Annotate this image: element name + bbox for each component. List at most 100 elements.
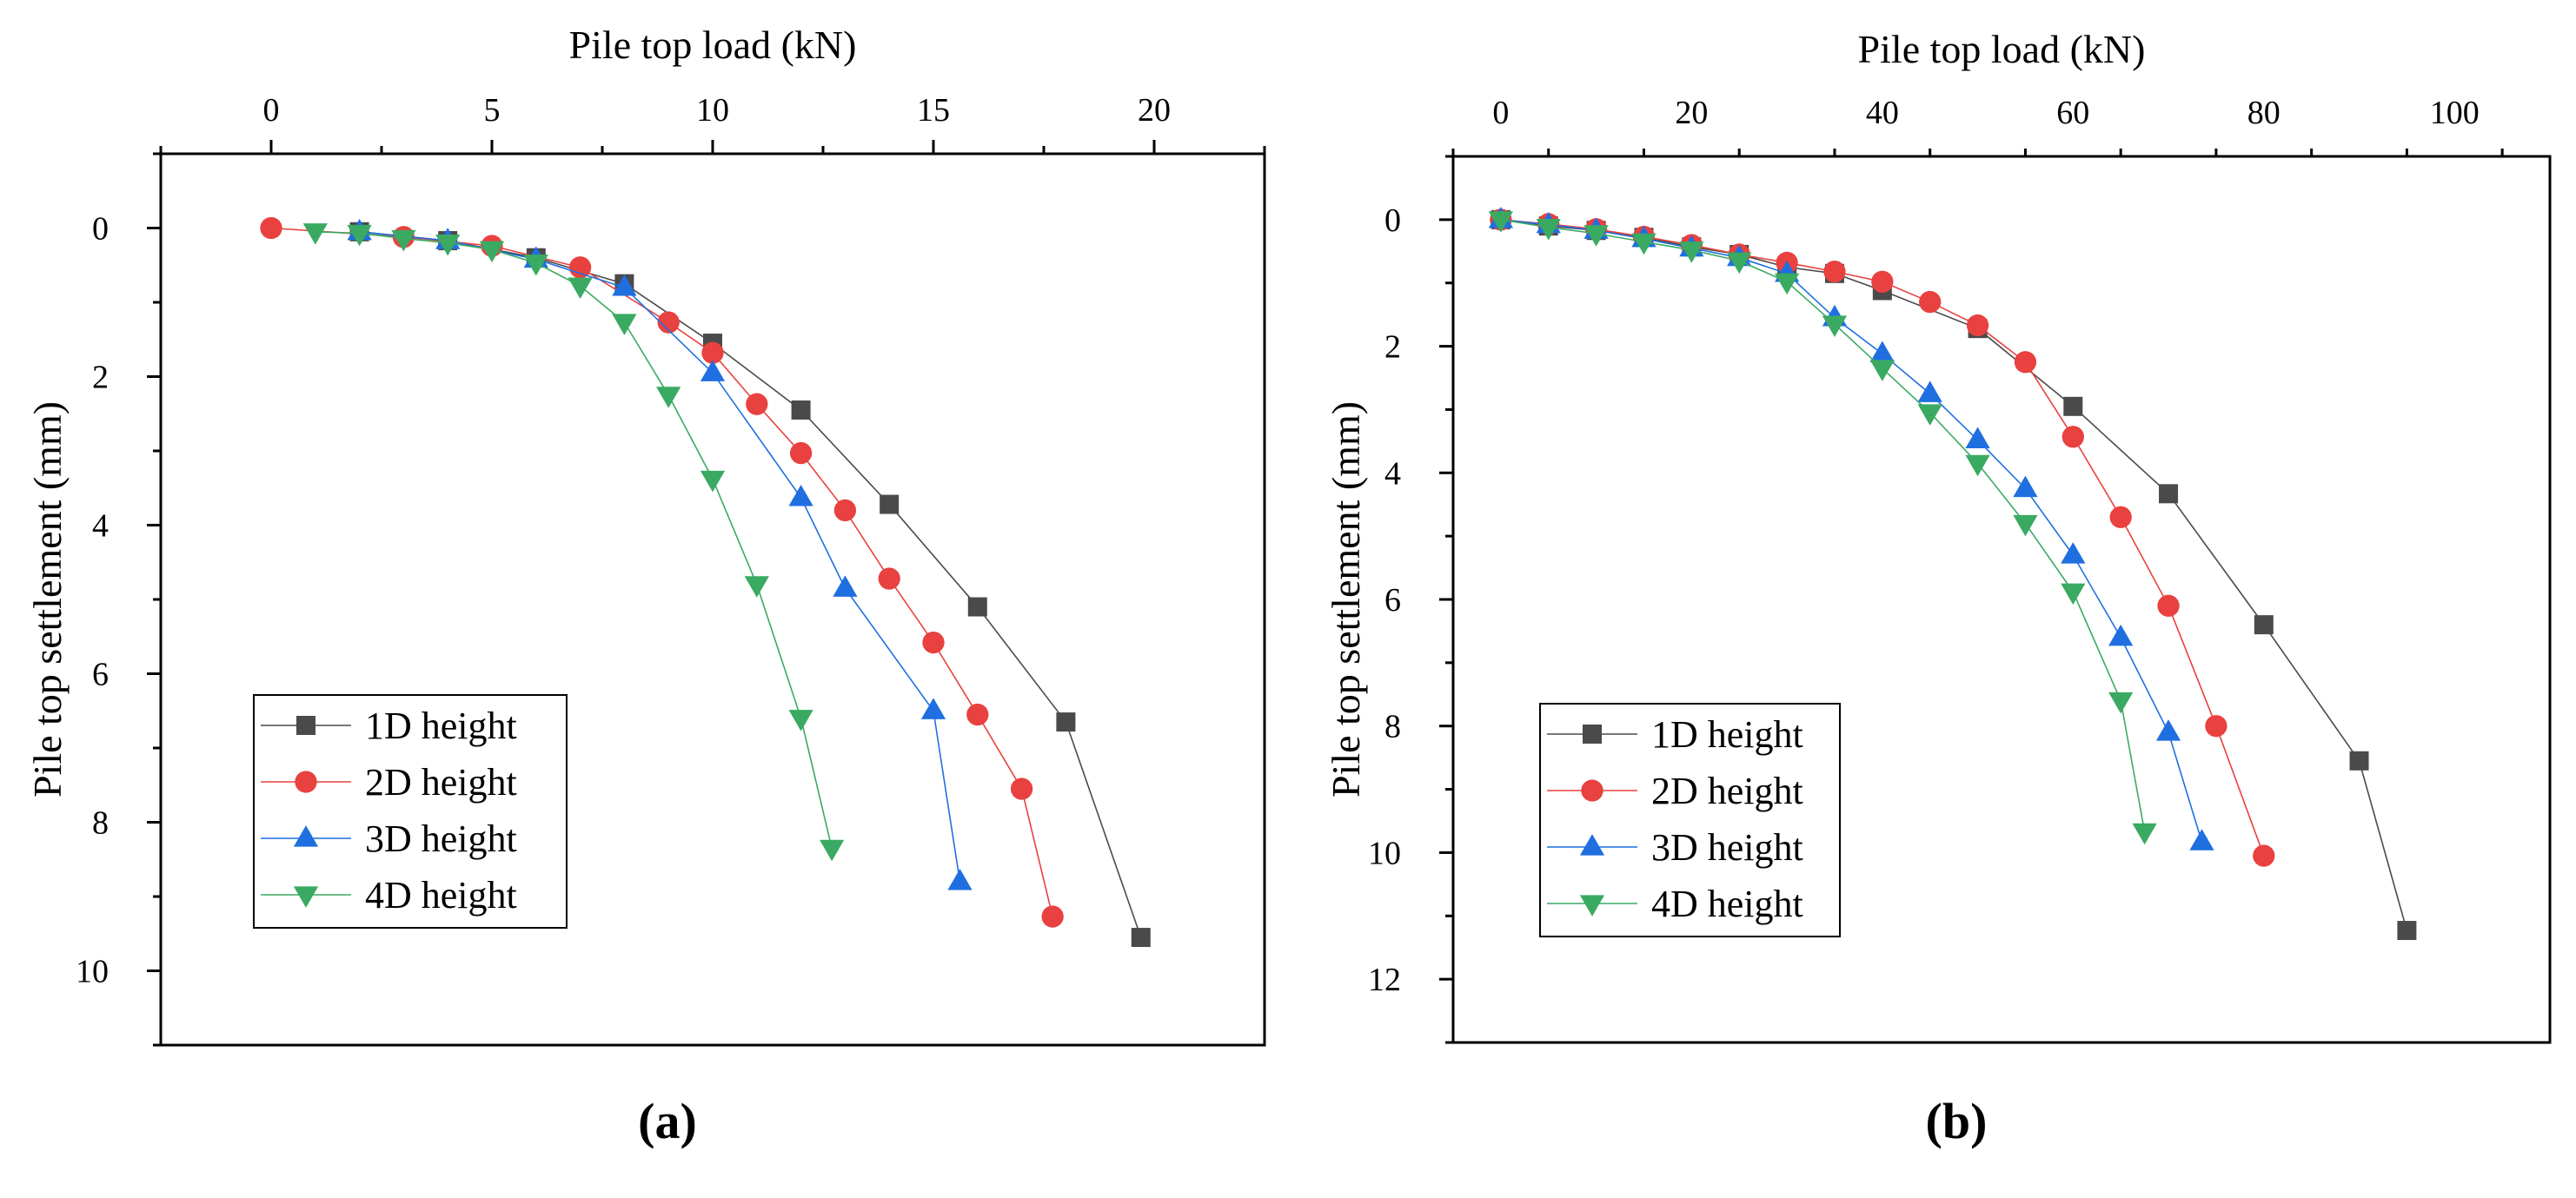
data-point [1131,928,1151,948]
data-point [656,387,681,408]
data-point [612,314,637,335]
data-point [2132,823,2157,845]
y-tick-label: 12 [1368,962,1401,998]
data-point [1488,211,1513,233]
legend-marker [1583,725,1602,744]
x-tick-label: 15 [917,92,950,129]
data-point [1822,315,1848,337]
data-point [523,255,548,276]
x-axis-title: Pile top load (kN) [1858,27,2146,71]
data-point [2061,583,2086,606]
data-point [1966,314,1989,337]
x-tick-label: 100 [2430,95,2480,131]
data-point [612,275,637,296]
panel-label: (b) [1926,1093,1988,1149]
data-point [1965,427,1990,449]
data-point [1965,454,1990,477]
data-point [1536,218,1561,241]
legend-marker [293,825,319,847]
data-point [1823,260,1846,283]
chart-panel-a: 0 5 10 15 20 0 2 4 6 8 10 Pile top load (kN) Pile to… [25,23,1266,1149]
data-point [788,710,813,731]
data-point [922,631,945,654]
data-point [2108,624,2134,646]
y-tick-label: 6 [92,657,109,693]
data-point [966,703,989,726]
data-point [791,400,811,420]
series-line [1500,219,2203,843]
data-point [1871,270,1894,293]
legend-label: 1D height [365,705,517,747]
data-point [2349,751,2369,771]
series-4d-height [1488,211,2157,845]
data-point [1041,905,1064,928]
legend-label: 3D height [1651,826,1803,869]
x-tick-label: 40 [1866,95,1899,131]
legend-marker [295,771,317,793]
data-point [820,839,845,862]
x-tick-label: 10 [696,92,729,129]
data-point [1679,242,1704,263]
data-point [789,441,813,465]
legend-marker [1581,779,1603,802]
x-tick-label: 20 [1138,92,1171,129]
data-point [833,499,857,522]
data-point [1919,290,1942,314]
data-point [700,360,726,381]
legend: 1D height 2D height 3D height 4D height [253,694,568,929]
data-point [1869,360,1895,381]
data-point [2014,351,2037,374]
data-point [568,256,592,279]
data-point [2061,426,2084,448]
data-point [947,869,973,890]
data-point [1774,273,1800,295]
y-tick-label: 0 [92,211,109,248]
data-point [967,597,987,617]
data-point [435,234,461,256]
data-point [391,229,416,252]
legend-label: 3D height [365,817,517,860]
panel-label: (a) [638,1093,697,1149]
y-tick-label: 10 [76,954,109,990]
data-point [2205,715,2227,738]
x-tick-label: 60 [2056,95,2089,131]
x-tick-label: 0 [1492,95,1509,131]
data-point [880,494,900,514]
y-axis-title: Pile top settlement (mm) [1324,401,1368,798]
data-point [2108,692,2134,714]
x-tick-label: 0 [263,92,280,129]
data-point [657,311,680,334]
y-tick-label: 8 [1384,709,1401,745]
data-point [1056,712,1076,732]
data-point [833,575,858,597]
data-point [2254,615,2274,635]
legend-label: 1D height [1651,713,1803,756]
data-point [700,470,726,493]
data-point [701,341,724,364]
x-tick-label: 5 [484,92,501,129]
data-point [920,698,946,719]
data-point [1583,225,1609,247]
data-point [878,567,900,590]
series-4d-height [302,223,845,862]
data-point [1727,252,1752,275]
data-point [1869,341,1895,362]
legend-label: 2D height [365,761,517,804]
y-tick-label: 8 [92,805,109,842]
data-point [2157,594,2180,617]
legend-marker [293,886,319,908]
y-tick-label: 0 [1384,202,1401,239]
y-tick-label: 4 [92,508,109,545]
data-point [744,576,769,598]
legend-label: 2D height [1651,770,1803,812]
data-point [1631,233,1656,255]
data-point [1010,778,1033,800]
chart-panel-b: 0 20 40 60 80 100 0 2 4 6 8 10 12 Pile top load (kN) P… [1324,27,2552,1149]
y-tick-label: 6 [1384,582,1401,619]
data-point [2109,506,2132,528]
data-point [2013,475,2038,498]
x-tick-label: 80 [2247,95,2281,131]
series-line [270,227,1053,917]
data-point [260,216,282,240]
